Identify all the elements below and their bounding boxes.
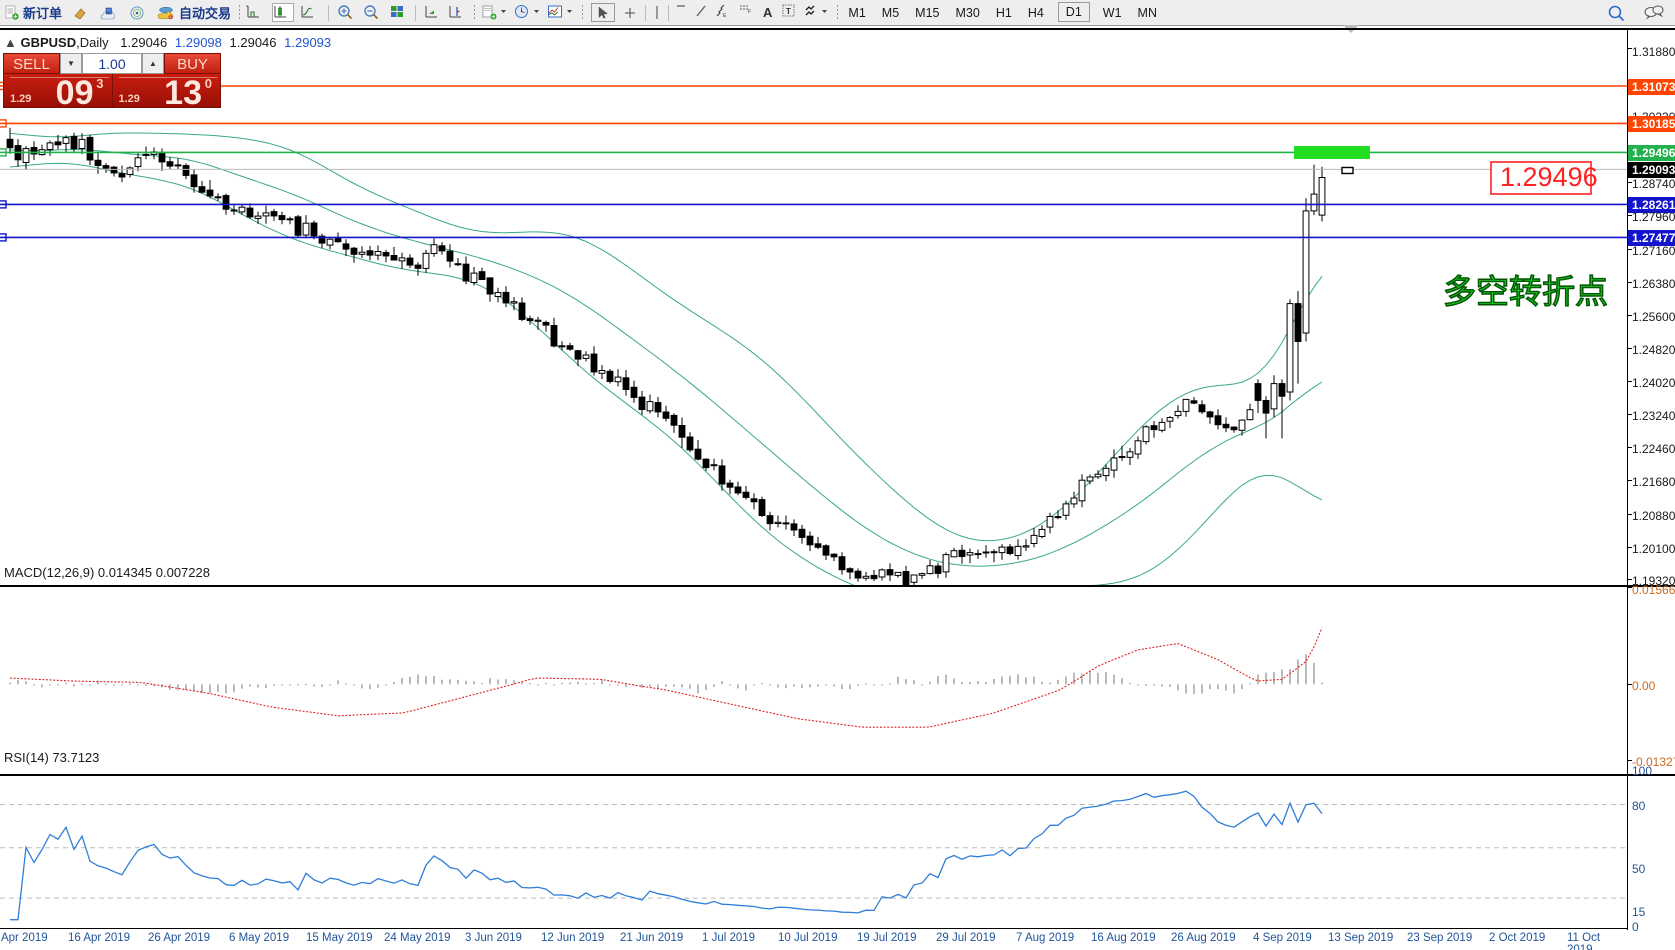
svg-text:E: E — [723, 13, 727, 18]
svg-text:1.29496: 1.29496 — [1500, 162, 1598, 192]
svg-text:多空转折点: 多空转折点 — [1443, 273, 1608, 310]
svg-text:T: T — [786, 7, 791, 16]
svg-text:F: F — [748, 9, 751, 15]
